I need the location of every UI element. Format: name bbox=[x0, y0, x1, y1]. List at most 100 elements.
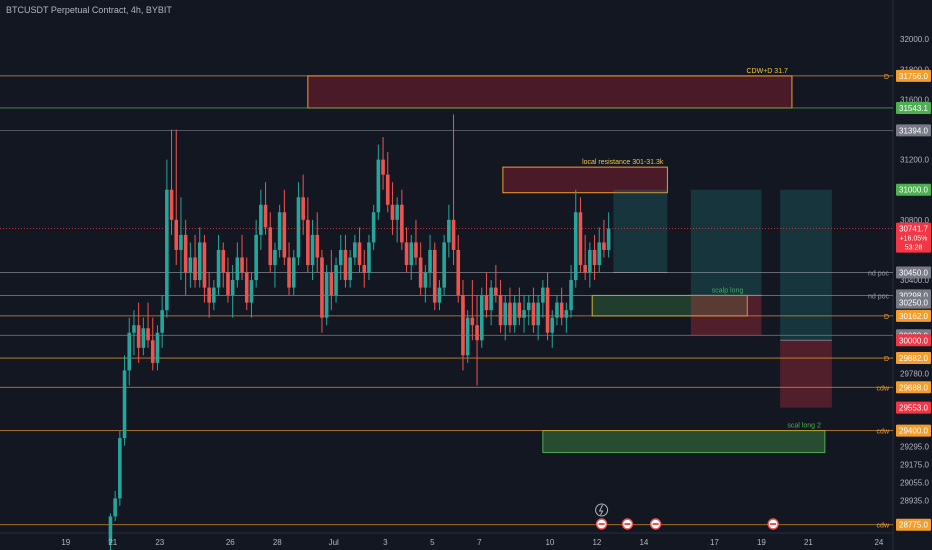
candle-42 bbox=[306, 197, 310, 273]
event-flag-stripe bbox=[598, 523, 605, 525]
candle-69 bbox=[432, 242, 437, 311]
level-price-label-7-bg bbox=[896, 352, 931, 365]
candle-body bbox=[437, 287, 442, 303]
candle-body bbox=[183, 234, 188, 273]
candle-body bbox=[418, 257, 423, 288]
candle-body bbox=[602, 242, 606, 250]
price-tick-9: 29055.0 bbox=[900, 479, 929, 488]
candle-71 bbox=[442, 234, 446, 296]
candle-body bbox=[197, 242, 202, 281]
zone-label-0: CDW+D 31.7 bbox=[747, 68, 789, 75]
candle-92 bbox=[541, 280, 545, 318]
candle-body bbox=[404, 242, 409, 265]
candle-body bbox=[254, 234, 258, 281]
candle-60 bbox=[390, 182, 395, 235]
candle-16 bbox=[183, 219, 188, 296]
candle-73 bbox=[451, 114, 456, 265]
candle-body bbox=[348, 257, 352, 281]
event-flag-stripe bbox=[652, 523, 659, 525]
candle-body bbox=[409, 242, 414, 265]
candle-20 bbox=[202, 234, 207, 303]
candle-33 bbox=[263, 182, 268, 235]
candle-12 bbox=[165, 159, 169, 318]
candle-106 bbox=[606, 212, 611, 258]
level-price-label-5: 30162.0 bbox=[899, 312, 928, 321]
candle-49 bbox=[338, 234, 343, 281]
candle-body bbox=[226, 272, 230, 296]
zone-box-1 bbox=[502, 166, 668, 194]
candle-body bbox=[597, 242, 602, 265]
zone-box-3 bbox=[542, 430, 826, 453]
candle-body bbox=[522, 310, 526, 318]
candle-3 bbox=[122, 355, 127, 446]
extra-price-label-3: 29553.0 bbox=[899, 404, 928, 413]
candle-body bbox=[235, 257, 240, 281]
candle-body bbox=[456, 249, 461, 296]
zone-label-2: scalp long bbox=[712, 287, 744, 294]
candle-99 bbox=[573, 189, 578, 288]
level-price-label-7: 29882.0 bbox=[899, 354, 928, 363]
position-target-zone-1 bbox=[690, 189, 762, 296]
last-price-change: +16.05% bbox=[900, 236, 928, 243]
candle-58 bbox=[381, 137, 385, 190]
extra-price-label-2: 30000.0 bbox=[899, 336, 928, 345]
candle-64 bbox=[409, 234, 414, 281]
candle-body bbox=[559, 302, 564, 318]
candle-51 bbox=[348, 249, 352, 288]
position-stop-zone-2 bbox=[780, 340, 832, 408]
price-tick-0: 32000.0 bbox=[900, 35, 929, 44]
candle-body bbox=[470, 317, 475, 326]
level-price-label-9-bg bbox=[896, 424, 931, 437]
candle-body bbox=[174, 219, 179, 250]
candle-body bbox=[244, 272, 249, 303]
level-label-3: nd poc bbox=[868, 271, 890, 278]
candle-body bbox=[545, 287, 550, 333]
candle-11 bbox=[160, 295, 164, 348]
candle-18 bbox=[193, 234, 197, 288]
position-stop-zone-1 bbox=[690, 295, 762, 336]
candle-body bbox=[536, 302, 540, 326]
extra-price-label-0: 31000.0 bbox=[899, 186, 928, 195]
date-tick-7: 5 bbox=[430, 538, 435, 547]
date-tick-3: 26 bbox=[226, 538, 235, 547]
level-price-label-2-bg bbox=[896, 124, 931, 137]
candle-104 bbox=[597, 227, 602, 273]
candle-13 bbox=[169, 129, 174, 235]
candle-body bbox=[169, 189, 174, 220]
candle-body bbox=[479, 295, 484, 341]
position-target-zone-0 bbox=[613, 189, 668, 273]
zone-label-1: local resistance 301-31.3k bbox=[582, 159, 664, 166]
candle-body bbox=[108, 516, 113, 544]
candle-body bbox=[475, 325, 479, 341]
candle-59 bbox=[385, 152, 390, 213]
candle-body bbox=[371, 212, 376, 243]
candle-body bbox=[202, 242, 207, 288]
candle-body bbox=[179, 234, 183, 250]
candle-10 bbox=[155, 325, 160, 371]
last-price-value: 30741.7 bbox=[899, 225, 928, 234]
candle-102 bbox=[588, 242, 592, 288]
zone-label-3: scal long 2 bbox=[787, 423, 821, 430]
candle-body bbox=[310, 234, 315, 265]
candle-body bbox=[296, 197, 301, 258]
extra-price-label-0-bg bbox=[896, 183, 931, 196]
candle-100 bbox=[578, 197, 583, 273]
last-price-box bbox=[896, 222, 931, 253]
candle-body bbox=[301, 197, 305, 220]
candle-body bbox=[343, 249, 348, 281]
date-tick-4: 28 bbox=[273, 538, 282, 547]
candle-44 bbox=[315, 212, 320, 273]
candle-body bbox=[165, 189, 169, 311]
candle-body bbox=[146, 328, 150, 341]
candle-57 bbox=[376, 144, 381, 220]
candle-body bbox=[240, 257, 244, 273]
candle-55 bbox=[367, 234, 371, 281]
candle-body bbox=[357, 242, 362, 265]
level-label-8: cdw bbox=[877, 385, 890, 392]
candle-65 bbox=[414, 219, 418, 265]
date-tick-13: 19 bbox=[757, 538, 766, 547]
candle-86 bbox=[512, 295, 517, 333]
candle-body bbox=[390, 204, 395, 220]
candle-1 bbox=[113, 490, 117, 521]
